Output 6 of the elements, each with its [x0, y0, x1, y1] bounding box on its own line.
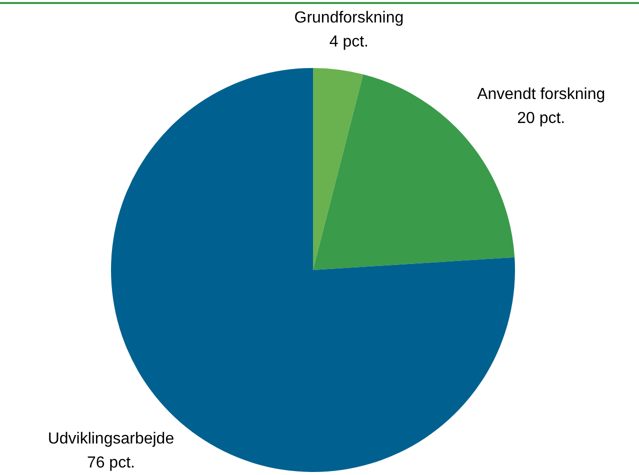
data-label: 20 pct. — [517, 110, 566, 128]
data-label: 4 pct. — [329, 33, 369, 50]
data-label: 76 pct. — [86, 454, 135, 472]
slice-label: Udviklingsarbejde — [48, 430, 174, 448]
slice-label: Anvendt forskning — [477, 86, 606, 104]
slice-label: Grundforskning — [294, 9, 404, 26]
